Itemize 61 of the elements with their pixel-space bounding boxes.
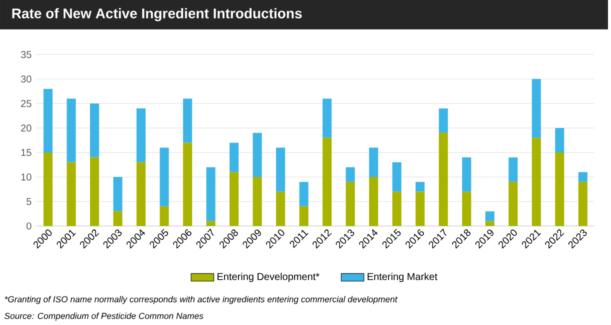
bar — [416, 182, 425, 192]
bar — [136, 108, 146, 162]
bar — [322, 98, 332, 138]
legend-label: Entering Development* — [218, 272, 320, 282]
bar — [90, 157, 100, 226]
y-tick-label: 10 — [21, 173, 32, 181]
bar — [578, 182, 588, 226]
y-tick-label: 30 — [20, 75, 32, 83]
y-tick-label: 20 — [21, 124, 32, 132]
y-tick-label: 0 — [26, 222, 32, 230]
bar — [369, 148, 378, 178]
bar — [508, 157, 518, 182]
text: *Granting of ISO name normally corresponds with active ingredients entering commercial development — [4, 296, 398, 304]
y-tick-label: 35 — [20, 51, 32, 58]
y-tick-label: 15 — [21, 149, 32, 156]
bar — [160, 206, 169, 226]
bar — [44, 88, 53, 153]
bar — [555, 128, 564, 153]
bar — [392, 162, 402, 192]
bar — [508, 182, 518, 226]
bar — [276, 148, 286, 192]
bar — [346, 167, 355, 182]
y-tick-label: 5 — [26, 198, 32, 205]
bar — [230, 142, 239, 172]
bar — [136, 162, 146, 226]
bar — [438, 132, 448, 226]
bar — [230, 172, 239, 226]
bar — [485, 221, 494, 226]
bar — [322, 138, 332, 226]
chart-title: Rate of New Active Ingredient Introductions — [12, 8, 302, 22]
bar — [113, 211, 122, 226]
bar — [299, 206, 308, 226]
bar — [44, 152, 53, 226]
bar — [578, 172, 588, 182]
bar — [532, 138, 541, 226]
bar — [206, 221, 216, 226]
bar — [206, 167, 216, 222]
bar — [276, 192, 286, 226]
bar — [183, 142, 192, 226]
bar — [160, 148, 169, 206]
bar — [252, 177, 262, 226]
bar — [416, 192, 425, 226]
bar — [66, 162, 76, 226]
bar — [392, 192, 402, 226]
bar — [555, 152, 564, 226]
bar — [66, 98, 76, 162]
bar — [532, 79, 541, 138]
bar — [485, 211, 494, 222]
legend-label: Entering Market — [368, 272, 438, 282]
bar — [252, 132, 262, 178]
source-note: Source: Compendium of Pesticide Common Names — [4, 312, 204, 321]
bar — [369, 177, 378, 226]
bar — [90, 104, 100, 158]
bar — [462, 157, 472, 192]
bar — [462, 192, 472, 226]
bar — [346, 182, 355, 226]
bar — [438, 108, 448, 133]
y-tick-label: 25 — [21, 100, 32, 108]
bar — [299, 182, 308, 206]
bar — [183, 98, 192, 143]
bar — [113, 177, 122, 212]
